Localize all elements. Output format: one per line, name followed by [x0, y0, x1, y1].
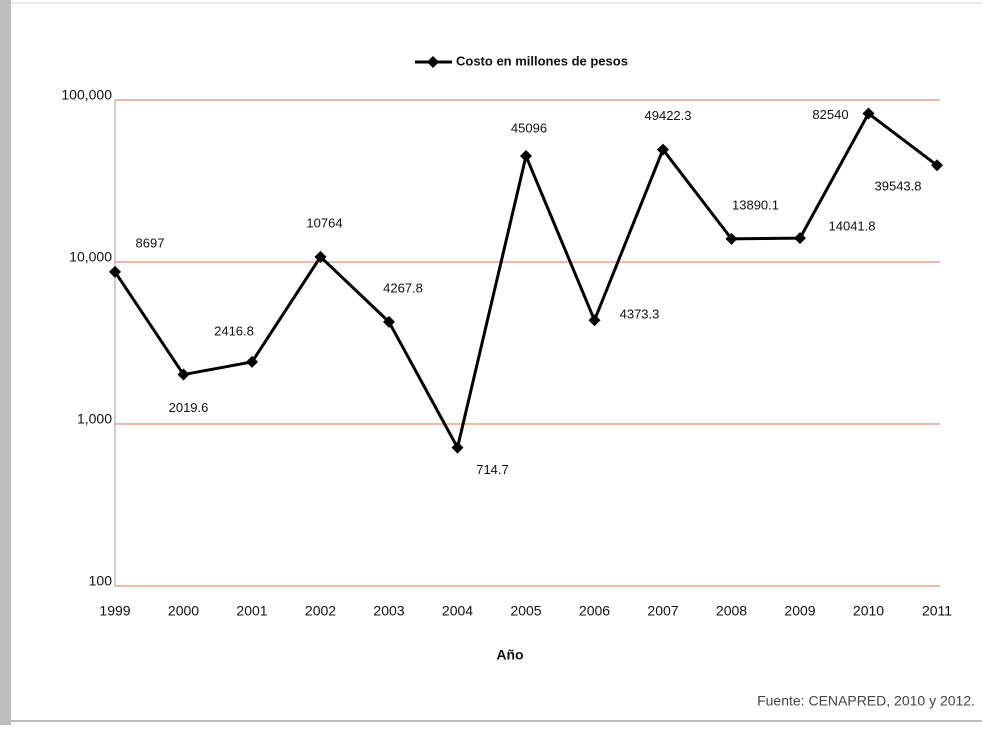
data-point — [451, 441, 464, 454]
x-tick-label: 2010 — [853, 603, 884, 619]
data-label: 2416.8 — [214, 323, 254, 338]
data-point — [725, 232, 738, 245]
data-line — [113, 112, 938, 450]
x-tick-label: 2003 — [373, 603, 404, 619]
y-tick-label: 10,000 — [69, 249, 112, 265]
data-label: 82540 — [812, 107, 848, 122]
data-label: 8697 — [136, 235, 165, 250]
data-label: 45096 — [511, 120, 547, 135]
y-tick-label: 1,000 — [77, 411, 112, 427]
data-label: 49422.3 — [645, 108, 692, 123]
data-point — [931, 159, 943, 172]
data-label: 39543.8 — [875, 179, 922, 194]
x-tick-label: 2001 — [236, 603, 267, 619]
data-label: 4267.8 — [383, 280, 423, 295]
data-point — [657, 143, 669, 156]
data-point — [383, 315, 395, 328]
data-label: 714.7 — [476, 462, 509, 477]
x-tick-label: 2002 — [305, 603, 336, 619]
x-tick-label: 2009 — [784, 603, 815, 619]
data-label: 4373.3 — [620, 307, 660, 322]
data-label: 14041.8 — [829, 219, 876, 234]
data-label: 10764 — [306, 215, 342, 230]
x-tick-label: 2005 — [510, 603, 541, 619]
y-tick-label: 100,000 — [61, 87, 112, 103]
x-axis-label: Año — [496, 647, 523, 663]
x-tick-label: 2011 — [922, 603, 952, 619]
data-point — [177, 368, 190, 381]
x-tick-label: 2008 — [716, 603, 747, 619]
data-point — [862, 107, 875, 120]
data-point — [588, 314, 601, 327]
data-point — [794, 232, 806, 245]
data-point — [314, 250, 327, 263]
data-point — [109, 265, 121, 278]
legend-marker — [427, 56, 439, 68]
source-note: Fuente: CENAPRED, 2010 y 2012. — [757, 693, 975, 709]
legend-label: Costo en millones de pesos — [456, 53, 628, 68]
x-tick-label: 1999 — [99, 603, 130, 619]
data-label: 2019.6 — [169, 400, 209, 415]
data-point — [246, 355, 258, 368]
x-tick-label: 2006 — [579, 603, 610, 619]
data-point — [520, 150, 532, 163]
y-tick-label: 100 — [89, 573, 113, 589]
x-tick-label: 2000 — [168, 603, 199, 619]
x-tick-label: 2004 — [442, 603, 473, 619]
x-tick-label: 2007 — [647, 603, 678, 619]
frame-left — [0, 0, 11, 725]
data-label: 13890.1 — [732, 197, 779, 212]
